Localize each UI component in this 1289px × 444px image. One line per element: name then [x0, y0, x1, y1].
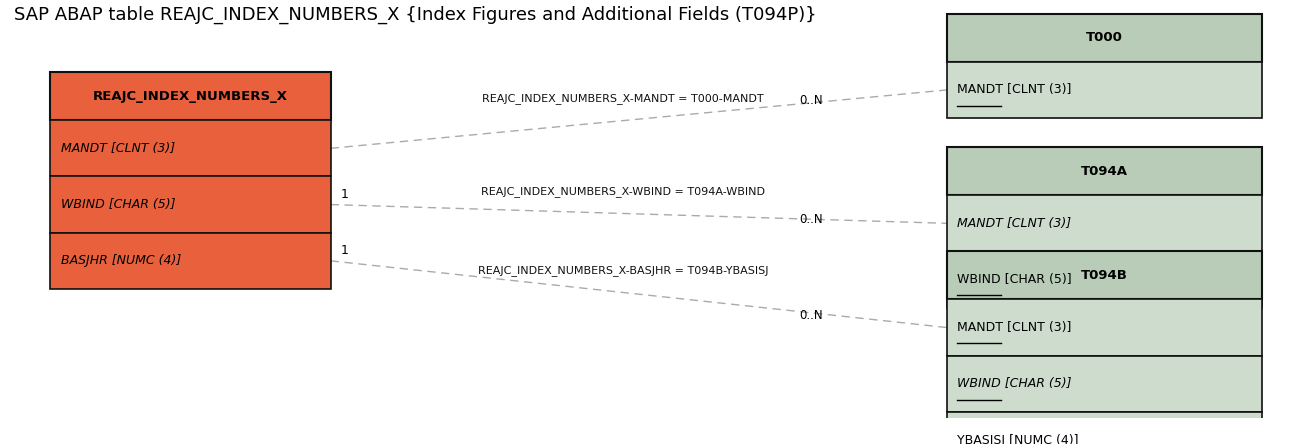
FancyBboxPatch shape	[946, 251, 1262, 308]
Text: MANDT [CLNT (3)]: MANDT [CLNT (3)]	[61, 142, 175, 155]
Text: REAJC_INDEX_NUMBERS_X: REAJC_INDEX_NUMBERS_X	[93, 90, 287, 103]
FancyBboxPatch shape	[946, 251, 1262, 299]
Text: T094A: T094A	[1080, 165, 1128, 178]
Text: 0..N: 0..N	[799, 94, 822, 107]
FancyBboxPatch shape	[50, 72, 331, 120]
FancyBboxPatch shape	[946, 195, 1262, 251]
Text: WBIND [CHAR (5)]: WBIND [CHAR (5)]	[956, 377, 1071, 390]
FancyBboxPatch shape	[50, 120, 331, 176]
Text: REAJC_INDEX_NUMBERS_X-WBIND = T094A-WBIND: REAJC_INDEX_NUMBERS_X-WBIND = T094A-WBIN…	[481, 186, 766, 197]
FancyBboxPatch shape	[946, 147, 1262, 195]
Text: T000: T000	[1085, 32, 1123, 44]
Text: WBIND [CHAR (5)]: WBIND [CHAR (5)]	[61, 198, 175, 211]
Text: T094B: T094B	[1081, 269, 1128, 282]
Text: REAJC_INDEX_NUMBERS_X-BASJHR = T094B-YBASISJ: REAJC_INDEX_NUMBERS_X-BASJHR = T094B-YBA…	[478, 265, 768, 276]
FancyBboxPatch shape	[946, 14, 1262, 62]
Text: MANDT [CLNT (3)]: MANDT [CLNT (3)]	[956, 83, 1071, 96]
FancyBboxPatch shape	[946, 356, 1262, 412]
Text: 1: 1	[342, 188, 349, 201]
FancyBboxPatch shape	[946, 299, 1262, 356]
Text: MANDT [CLNT (3)]: MANDT [CLNT (3)]	[956, 321, 1071, 334]
Text: BASJHR [NUMC (4)]: BASJHR [NUMC (4)]	[61, 254, 180, 267]
Text: SAP ABAP table REAJC_INDEX_NUMBERS_X {Index Figures and Additional Fields (T094P: SAP ABAP table REAJC_INDEX_NUMBERS_X {In…	[14, 6, 817, 24]
Text: 0..N: 0..N	[799, 214, 822, 226]
Text: 0..N: 0..N	[799, 309, 822, 322]
Text: REAJC_INDEX_NUMBERS_X-MANDT = T000-MANDT: REAJC_INDEX_NUMBERS_X-MANDT = T000-MANDT	[482, 93, 764, 104]
Text: MANDT [CLNT (3)]: MANDT [CLNT (3)]	[956, 217, 1071, 230]
Text: WBIND [CHAR (5)]: WBIND [CHAR (5)]	[956, 273, 1071, 286]
Text: YBASISJ [NUMC (4)]: YBASISJ [NUMC (4)]	[956, 433, 1079, 444]
FancyBboxPatch shape	[50, 233, 331, 289]
FancyBboxPatch shape	[946, 62, 1262, 118]
FancyBboxPatch shape	[946, 412, 1262, 444]
Text: 1: 1	[342, 244, 349, 257]
FancyBboxPatch shape	[50, 176, 331, 233]
